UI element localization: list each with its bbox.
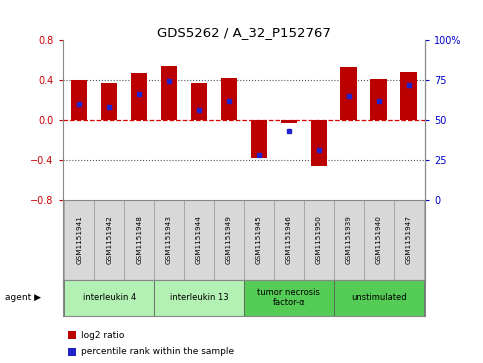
- Bar: [244, 280, 334, 316]
- Text: GSM1151946: GSM1151946: [286, 215, 292, 264]
- Bar: [64, 200, 94, 280]
- Bar: [184, 200, 214, 280]
- Bar: [341, 67, 357, 120]
- Text: GSM1151941: GSM1151941: [76, 215, 82, 264]
- Bar: [334, 200, 364, 280]
- Bar: [64, 280, 154, 316]
- Text: GSM1151945: GSM1151945: [256, 215, 262, 264]
- Text: GSM1151942: GSM1151942: [106, 215, 112, 264]
- Bar: [281, 120, 297, 123]
- Bar: [94, 200, 124, 280]
- Bar: [154, 280, 244, 316]
- Text: GSM1151944: GSM1151944: [196, 215, 202, 264]
- Text: GSM1151948: GSM1151948: [136, 215, 142, 264]
- Bar: [214, 200, 244, 280]
- Bar: [244, 200, 274, 280]
- Bar: [161, 66, 177, 120]
- Bar: [221, 78, 237, 120]
- Text: unstimulated: unstimulated: [351, 293, 407, 302]
- Text: GSM1151950: GSM1151950: [316, 215, 322, 264]
- Title: GDS5262 / A_32_P152767: GDS5262 / A_32_P152767: [157, 26, 331, 39]
- Text: GSM1151943: GSM1151943: [166, 215, 172, 264]
- Text: GSM1151949: GSM1151949: [226, 215, 232, 264]
- Text: GSM1151947: GSM1151947: [406, 215, 412, 264]
- Bar: [124, 200, 154, 280]
- Text: GSM1151939: GSM1151939: [346, 215, 352, 264]
- Text: tumor necrosis
factor-α: tumor necrosis factor-α: [257, 288, 320, 307]
- Bar: [101, 83, 117, 120]
- Bar: [274, 200, 304, 280]
- Bar: [304, 200, 334, 280]
- Text: log2 ratio: log2 ratio: [81, 331, 125, 340]
- Bar: [251, 120, 267, 158]
- Text: interleukin 13: interleukin 13: [170, 293, 228, 302]
- Bar: [334, 280, 424, 316]
- Bar: [71, 80, 87, 120]
- Bar: [400, 72, 417, 120]
- Text: GSM1151940: GSM1151940: [376, 215, 382, 264]
- Text: percentile rank within the sample: percentile rank within the sample: [81, 347, 234, 356]
- Text: agent ▶: agent ▶: [5, 293, 41, 302]
- Text: interleukin 4: interleukin 4: [83, 293, 136, 302]
- Bar: [394, 200, 424, 280]
- Bar: [311, 120, 327, 166]
- Bar: [370, 79, 387, 120]
- Bar: [154, 200, 184, 280]
- Bar: [191, 83, 207, 120]
- Bar: [131, 73, 147, 120]
- Bar: [364, 200, 394, 280]
